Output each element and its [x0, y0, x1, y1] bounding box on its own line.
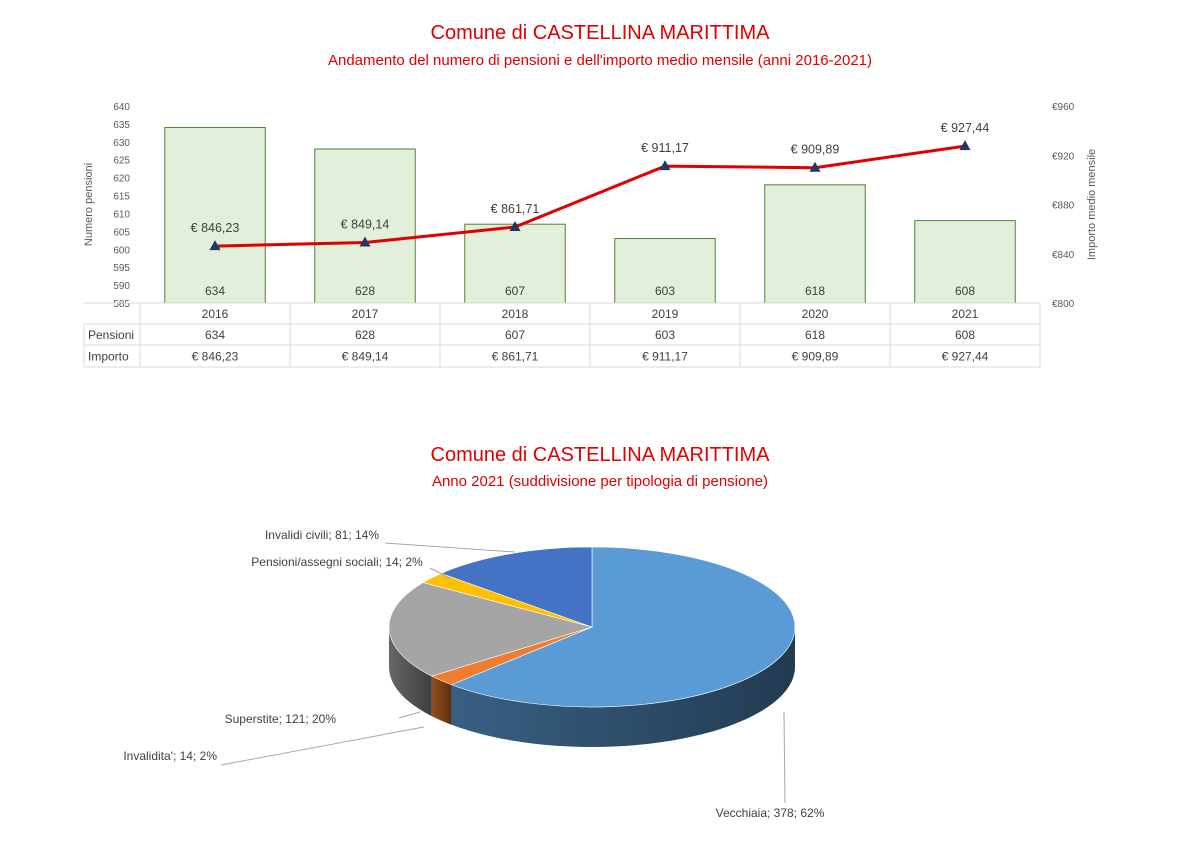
importo-line	[214, 144, 966, 248]
table-cell: 603	[655, 328, 675, 342]
table-cell: 618	[805, 328, 825, 342]
bar	[164, 126, 266, 304]
table-cell: 628	[355, 328, 375, 342]
y-axis-title: Numero pensioni	[83, 163, 95, 246]
y2-tick-label: €960	[1052, 102, 1075, 113]
y-tick-label: 600	[113, 245, 130, 256]
y-tick-label: 620	[113, 174, 130, 185]
pie-slice-side	[431, 676, 452, 725]
pie-slice	[440, 546, 593, 628]
line-marker	[359, 236, 371, 247]
bar-value-label: 634	[205, 284, 225, 298]
bar	[614, 238, 716, 304]
line-value-label: € 849,14	[341, 217, 390, 231]
bar	[914, 220, 1016, 304]
pie-slice-side	[451, 627, 795, 747]
leader-line	[384, 542, 516, 553]
table-cell: € 911,17	[642, 350, 688, 364]
bar	[314, 148, 416, 304]
line-marker	[509, 221, 521, 232]
pie-slice	[450, 546, 796, 708]
leader-line	[783, 711, 786, 804]
line-marker	[959, 140, 971, 151]
chart2-subtitle: Anno 2021 (suddivisione per tipologia di…	[431, 473, 769, 490]
line-value-label: € 927,44	[941, 121, 990, 135]
bar-value-label: 603	[655, 284, 675, 298]
line-marker	[659, 160, 671, 171]
line-marker	[209, 240, 221, 251]
y-tick-label: 635	[113, 120, 130, 131]
pie-slice	[388, 582, 594, 677]
y-tick-label: 605	[113, 227, 130, 238]
line-value-label: € 911,17	[641, 141, 689, 155]
y-tick-label: 585	[113, 299, 130, 310]
x-tick-label: 2021	[952, 307, 979, 321]
line-value-label: € 861,71	[491, 202, 540, 216]
table-cell: € 849,14	[342, 350, 389, 364]
bar-value-label: 618	[805, 284, 825, 298]
leader-line	[429, 567, 451, 579]
bar-value-label: 628	[355, 284, 375, 298]
pie-data-label: Invalidita'; 14; 2%	[123, 749, 217, 763]
bar-value-label: 607	[505, 284, 525, 298]
line-value-label: € 846,23	[191, 221, 240, 235]
pie-slice-side	[389, 627, 432, 717]
x-tick-label: 2017	[352, 307, 379, 321]
y2-tick-label: €840	[1052, 250, 1075, 261]
table-cell: € 909,89	[792, 350, 839, 364]
y2-tick-label: €880	[1052, 201, 1075, 212]
x-tick-label: 2016	[202, 307, 229, 321]
line-value-label: € 909,89	[791, 143, 840, 157]
x-tick-label: 2019	[652, 307, 679, 321]
y-tick-label: 625	[113, 156, 130, 167]
chart1-subtitle: Andamento del numero di pensioni e dell'…	[327, 52, 873, 69]
chart1-title: Comune di CASTELLINA MARITTIMA	[430, 22, 770, 44]
y2-tick-label: €920	[1052, 151, 1075, 162]
y-tick-label: 595	[113, 263, 130, 274]
pie-data-label: Superstite; 121; 20%	[225, 712, 337, 726]
y-tick-label: 590	[113, 281, 130, 292]
y-tick-label: 610	[113, 209, 130, 220]
line-marker	[809, 161, 821, 172]
leader-line	[220, 726, 425, 766]
table-row-header: Importo	[88, 350, 129, 364]
table-cell: € 861,71	[492, 350, 539, 364]
table-cell: € 927,44	[942, 350, 989, 364]
y2-tick-label: €800	[1052, 299, 1075, 310]
table-cell: 634	[205, 328, 225, 342]
y2-axis-title: Importo medio mensile	[1086, 149, 1098, 260]
y-tick-label: 640	[113, 102, 130, 113]
y-tick-label: 615	[113, 192, 130, 203]
pie-data-label: Vecchiaia; 378; 62%	[716, 806, 825, 820]
leader-line	[398, 711, 421, 719]
pie-data-label: Invalidi civili; 81; 14%	[265, 528, 379, 542]
combo-chart: 585 590 595 600 605 610 615 620 625 630 635 640 €800…	[83, 102, 1098, 368]
x-tick-label: 2018	[502, 307, 529, 321]
table-cell: 607	[505, 328, 525, 342]
bar	[464, 223, 566, 304]
y-tick-label: 630	[113, 138, 130, 149]
x-tick-label: 2020	[802, 307, 829, 321]
chart2-title: Comune di CASTELLINA MARITTIMA	[430, 444, 770, 466]
table-cell: € 846,23	[192, 350, 239, 364]
table-row-header: Pensioni	[88, 328, 134, 342]
pie-data-label: Pensioni/assegni sociali; 14; 2%	[251, 555, 423, 569]
bar	[764, 184, 866, 304]
table-cell: 608	[955, 328, 975, 342]
bar-value-label: 608	[955, 284, 975, 298]
